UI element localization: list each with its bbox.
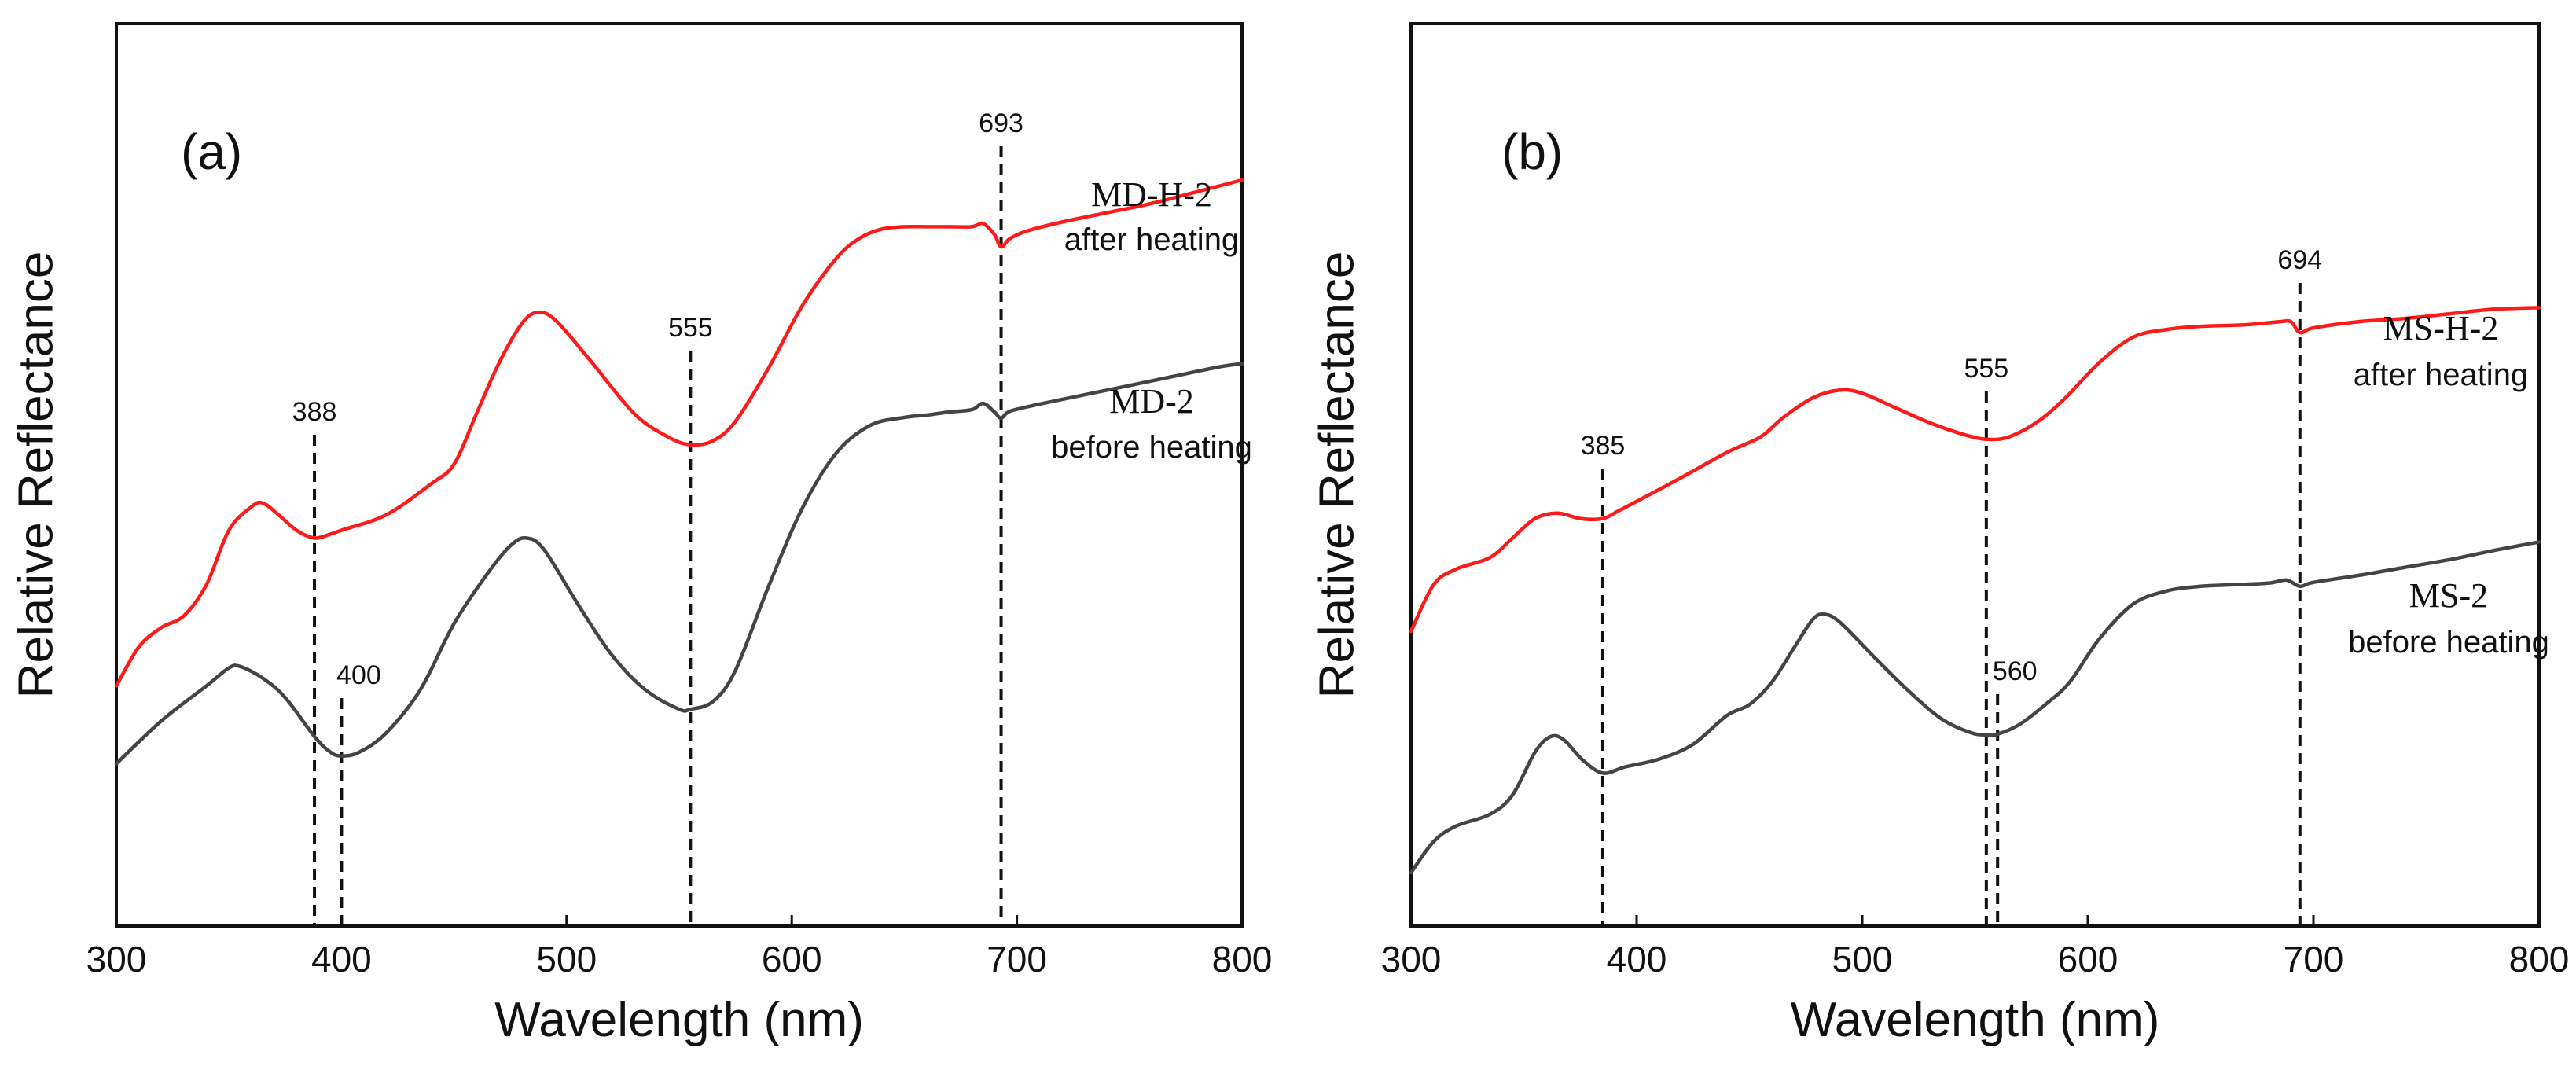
peak-label-555: 555 [668,313,713,343]
panel-a: 300 400 500 600 700 800 388 400 555 693 (a) Wave… [9,22,1273,1047]
peak-label-694: 694 [2277,245,2322,275]
series-line-ms-2 [1409,540,2541,875]
series-label-md-2: MD-2 [1109,382,1194,421]
x-tick-label: 700 [2284,939,2344,980]
series-note-md-h-2: after heating [1064,222,1239,257]
x-tick-label: 500 [1832,939,1893,980]
series-group-b [1409,306,2541,875]
series-line-md-2 [114,362,1244,766]
series-note-md-2: before heating [1051,430,1252,465]
peak-label-400: 400 [336,660,381,690]
x-tick-label: 600 [2058,939,2118,980]
x-axis-b: 300 400 500 600 700 800 [1381,915,2570,980]
y-axis-title-b: Relative Reflectance [1310,252,1364,699]
x-tick-label: 300 [1381,939,1442,980]
series-group-a [114,178,1244,766]
series-label-md-h-2: MD-H-2 [1091,175,1212,214]
x-axis-a: 300 400 500 600 700 800 [86,915,1273,980]
series-note-ms-2: before heating [2348,625,2549,660]
x-tick-label: 400 [1607,939,1667,980]
x-axis-title-a: Wavelength (nm) [494,993,864,1047]
y-axis-title-a: Relative Reflectance [9,252,63,699]
peak-label-385: 385 [1581,431,1626,461]
x-tick-label: 500 [536,939,597,980]
plot-frame-a [115,22,1244,928]
series-note-ms-h-2: after heating [2354,358,2528,392]
peak-label-560: 560 [1993,656,2038,686]
x-tick-label: 800 [1212,939,1273,980]
peak-label-388: 388 [292,397,337,427]
x-tick-label: 600 [762,939,822,980]
peak-label-693: 693 [979,108,1023,138]
x-tick-label: 700 [987,939,1047,980]
x-tick-label: 400 [311,939,372,980]
series-label-ms-2: MS-2 [2409,576,2488,615]
series-line-md-h-2 [114,178,1244,688]
peak-markers-a: 388 400 555 693 [292,108,1023,926]
panel-label-a: (a) [181,123,242,180]
panel-label-b: (b) [1501,123,1563,180]
panel-b: 300 400 500 600 700 800 385 555 560 694 (b) Wave… [1310,22,2570,1047]
x-axis-title-b: Wavelength (nm) [1791,993,2160,1047]
x-tick-label: 300 [86,939,147,980]
peak-label-555: 555 [1964,354,2008,384]
x-tick-label: 800 [2509,939,2570,980]
series-line-ms-h-2 [1409,306,2541,634]
plot-frame-b [1409,22,2541,928]
series-label-ms-h-2: MS-H-2 [2383,309,2499,347]
